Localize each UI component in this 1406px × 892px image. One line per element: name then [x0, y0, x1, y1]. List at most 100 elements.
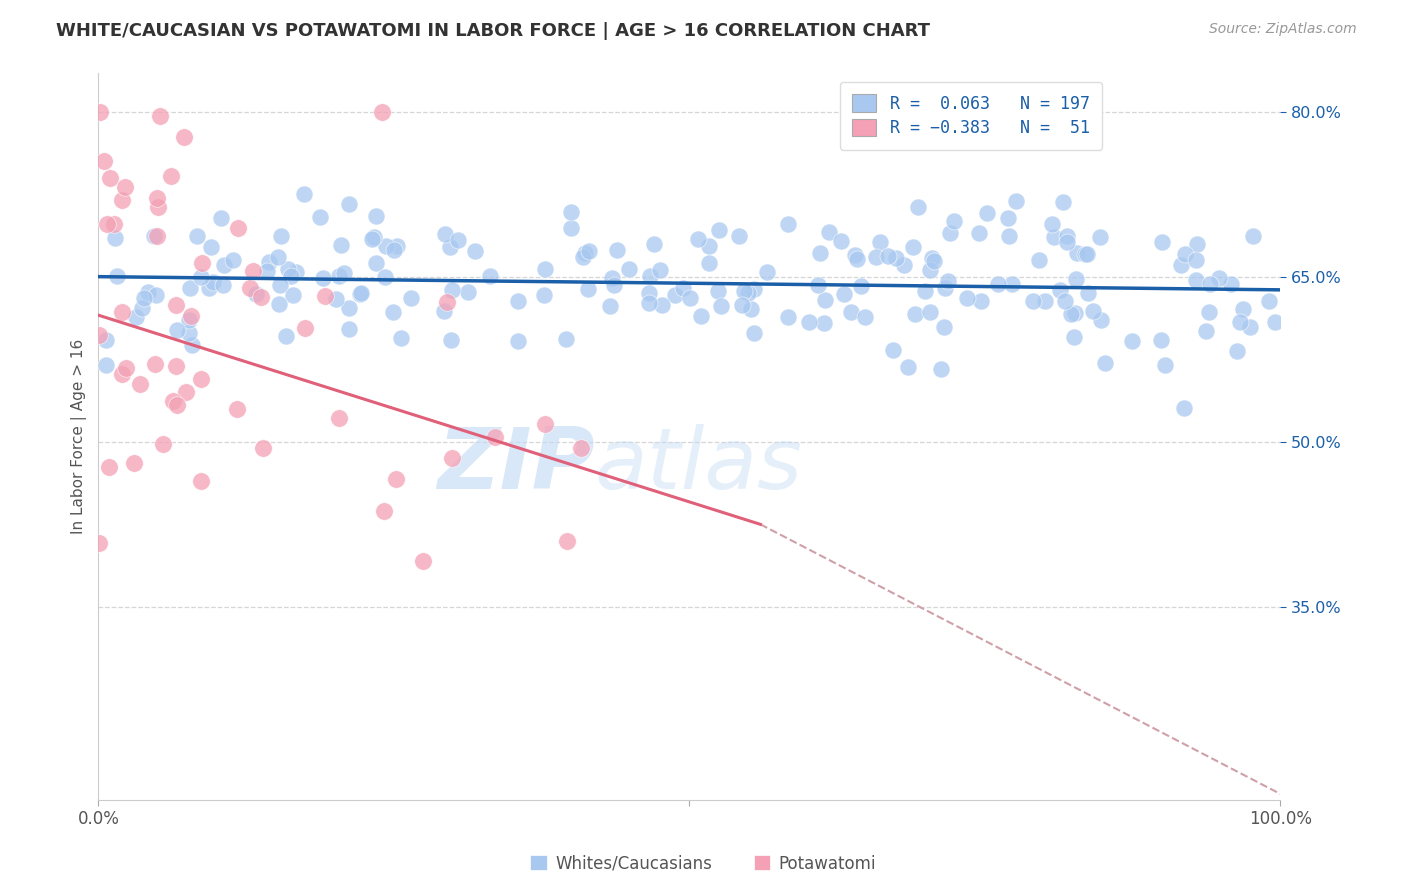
Point	[105, 268, 128, 283]
Point	[389, 331, 412, 345]
Point	[274, 329, 297, 343]
Point	[776, 217, 799, 231]
Point	[173, 129, 195, 144]
Point	[152, 437, 174, 451]
Point	[98, 460, 121, 475]
Point	[257, 255, 280, 269]
Point	[180, 338, 202, 352]
Point	[366, 209, 388, 223]
Point	[606, 243, 628, 257]
Point	[599, 299, 621, 313]
Point	[849, 278, 872, 293]
Point	[1033, 293, 1056, 308]
Point	[1064, 271, 1087, 285]
Point	[436, 294, 458, 309]
Point	[1090, 313, 1112, 327]
Point	[797, 315, 820, 329]
Point	[1063, 330, 1085, 344]
Point	[142, 229, 165, 244]
Point	[619, 261, 641, 276]
Point	[844, 248, 866, 262]
Point	[276, 261, 298, 276]
Text: WHITE/CAUCASIAN VS POTAWATOMI IN LABOR FORCE | AGE > 16 CORRELATION CHART: WHITE/CAUCASIAN VS POTAWATOMI IN LABOR F…	[56, 22, 931, 40]
Point	[1229, 315, 1251, 329]
Point	[997, 211, 1019, 225]
Point	[817, 225, 839, 239]
Point	[366, 256, 388, 270]
Text: ZIP: ZIP	[437, 424, 595, 507]
Point	[569, 441, 592, 455]
Text: Source: ZipAtlas.com: Source: ZipAtlas.com	[1209, 22, 1357, 37]
Point	[252, 441, 274, 455]
Point	[384, 472, 406, 486]
Point	[446, 233, 468, 247]
Point	[166, 323, 188, 337]
Point	[330, 237, 353, 252]
Text: atlas: atlas	[595, 424, 803, 507]
Point	[209, 211, 232, 226]
Point	[707, 223, 730, 237]
Point	[731, 298, 754, 312]
Point	[955, 291, 977, 305]
Point	[813, 316, 835, 330]
Point	[742, 282, 765, 296]
Point	[976, 206, 998, 220]
Point	[314, 289, 336, 303]
Point	[1153, 358, 1175, 372]
Point	[832, 286, 855, 301]
Point	[103, 217, 125, 231]
Point	[146, 229, 169, 244]
Point	[190, 270, 212, 285]
Point	[1042, 230, 1064, 244]
Point	[1005, 194, 1028, 208]
Point	[464, 244, 486, 258]
Point	[457, 285, 479, 299]
Point	[506, 293, 529, 308]
Point	[533, 288, 555, 302]
Point	[637, 296, 659, 310]
Point	[280, 269, 302, 284]
Point	[165, 298, 187, 312]
Point	[87, 328, 110, 343]
Point	[686, 232, 709, 246]
Point	[373, 504, 395, 518]
Point	[114, 179, 136, 194]
Point	[742, 326, 765, 341]
Point	[350, 285, 373, 300]
Point	[337, 196, 360, 211]
Point	[226, 401, 249, 416]
Point	[557, 534, 579, 549]
Point	[162, 394, 184, 409]
Point	[93, 154, 115, 169]
Point	[212, 278, 235, 293]
Point	[312, 271, 335, 285]
Point	[145, 288, 167, 302]
Point	[830, 234, 852, 248]
Point	[997, 229, 1019, 244]
Point	[375, 239, 398, 253]
Point	[337, 322, 360, 336]
Point	[1198, 277, 1220, 291]
Point	[600, 271, 623, 285]
Point	[1152, 235, 1174, 249]
Point	[281, 288, 304, 302]
Point	[176, 384, 198, 399]
Point	[936, 274, 959, 288]
Point	[560, 221, 582, 235]
Point	[1208, 271, 1230, 285]
Point	[349, 286, 371, 301]
Point	[1174, 247, 1197, 261]
Point	[1053, 293, 1076, 308]
Point	[845, 252, 868, 266]
Point	[884, 251, 907, 265]
Point	[132, 291, 155, 305]
Point	[381, 305, 404, 319]
Point	[897, 359, 920, 374]
Point	[269, 297, 291, 311]
Point	[242, 264, 264, 278]
Point	[440, 451, 463, 466]
Point	[111, 367, 134, 381]
Point	[638, 268, 661, 283]
Point	[877, 249, 900, 263]
Point	[1173, 401, 1195, 416]
